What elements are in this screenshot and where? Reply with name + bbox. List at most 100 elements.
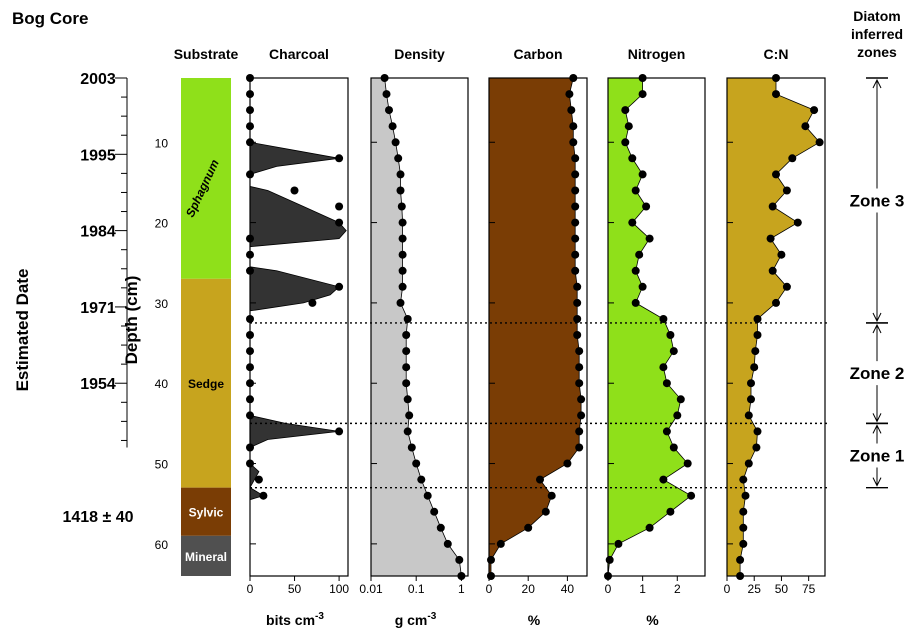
data-point bbox=[645, 234, 654, 243]
panel-frame bbox=[488, 77, 588, 577]
data-point bbox=[396, 298, 405, 307]
x-axis-label: % bbox=[646, 612, 659, 628]
data-point bbox=[487, 555, 495, 564]
x-tick-label: 0 bbox=[486, 582, 493, 596]
data-point bbox=[457, 572, 466, 580]
data-point bbox=[788, 154, 797, 163]
zone-label: Zone 3 bbox=[850, 191, 905, 210]
data-point bbox=[246, 266, 254, 275]
data-point bbox=[398, 282, 407, 291]
data-point bbox=[246, 74, 254, 82]
data-point bbox=[246, 347, 254, 356]
data-point bbox=[638, 170, 647, 179]
data-point bbox=[604, 572, 612, 580]
data-point bbox=[541, 507, 550, 516]
data-point bbox=[403, 395, 412, 404]
panel-density: 0.01 0.1 1 Density g cm-3 bbox=[359, 46, 469, 628]
data-point bbox=[487, 572, 495, 580]
data-point bbox=[666, 331, 675, 339]
data-point bbox=[496, 539, 505, 548]
data-point bbox=[423, 491, 432, 500]
x-tick-label: 75 bbox=[802, 582, 816, 596]
data-point bbox=[621, 106, 630, 115]
data-point bbox=[246, 106, 254, 115]
zone-label-bg bbox=[837, 444, 910, 467]
data-point bbox=[736, 555, 745, 564]
data-point bbox=[747, 395, 755, 404]
data-point bbox=[565, 90, 574, 99]
data-point bbox=[736, 572, 745, 580]
zone-label-bg bbox=[837, 362, 910, 385]
data-point bbox=[573, 298, 582, 307]
data-point bbox=[741, 491, 750, 500]
x-tick-label: 25 bbox=[748, 582, 762, 596]
x-tick-label: 40 bbox=[561, 582, 575, 596]
data-point bbox=[246, 122, 254, 131]
data-point bbox=[571, 250, 580, 259]
x-axis-label-text: % bbox=[646, 612, 659, 628]
data-point bbox=[573, 331, 582, 339]
data-point bbox=[772, 74, 780, 82]
data-point bbox=[801, 122, 810, 131]
depth-tick-label: 10 bbox=[155, 136, 169, 150]
x-axis-label-text: g cm bbox=[395, 612, 428, 628]
x-tick-label: 20 bbox=[522, 582, 536, 596]
x-tick-label: 50 bbox=[775, 582, 789, 596]
data-point bbox=[246, 90, 254, 99]
date-axis: 2003 1995 1984 1971 1954 1418 ± 40 bbox=[62, 71, 133, 526]
data-point bbox=[398, 250, 407, 259]
x-tick-label: 1 bbox=[639, 582, 646, 596]
panel-frame bbox=[370, 77, 469, 577]
panel-carbon: 0 20 40 Carbon% bbox=[486, 46, 588, 628]
estimated-date-label: Estimated Date bbox=[13, 269, 32, 392]
data-point bbox=[398, 234, 407, 243]
data-point bbox=[638, 282, 647, 291]
panel-title: Carbon bbox=[514, 46, 563, 62]
data-point bbox=[642, 202, 651, 211]
data-point bbox=[547, 491, 556, 500]
panel-frame bbox=[607, 77, 706, 577]
data-point bbox=[631, 266, 640, 275]
data-point bbox=[571, 186, 580, 195]
series-area bbox=[726, 77, 821, 577]
data-point bbox=[335, 427, 344, 436]
data-point bbox=[575, 427, 584, 436]
data-point bbox=[739, 507, 748, 516]
data-point bbox=[569, 138, 578, 147]
data-point bbox=[571, 202, 580, 211]
data-point bbox=[645, 523, 654, 532]
data-point bbox=[772, 170, 780, 179]
data-point bbox=[394, 154, 403, 163]
x-tick-label: 1 bbox=[458, 582, 465, 596]
panel-title: Nitrogen bbox=[628, 46, 686, 62]
depth-axis: 10 20 30 40 50 60 bbox=[155, 136, 169, 552]
x-axis-label-text: % bbox=[528, 612, 541, 628]
data-point bbox=[246, 379, 254, 388]
data-point bbox=[403, 315, 412, 323]
data-point bbox=[575, 347, 584, 356]
series-area bbox=[607, 77, 692, 577]
data-point bbox=[246, 459, 254, 468]
data-point bbox=[536, 475, 544, 484]
date-tick-label: 1984 bbox=[80, 224, 116, 241]
panel-title: Charcoal bbox=[269, 46, 329, 62]
series-area bbox=[249, 78, 347, 576]
data-point bbox=[396, 186, 405, 195]
zone-label-bg bbox=[837, 189, 910, 212]
data-point bbox=[662, 427, 671, 436]
x-tick-label: 100 bbox=[329, 582, 349, 596]
data-point bbox=[744, 411, 753, 420]
zone-arrowhead bbox=[872, 323, 882, 334]
substrate-unit-sphagnum bbox=[181, 78, 231, 279]
date-tick-label: 2003 bbox=[80, 71, 116, 88]
data-point bbox=[659, 363, 668, 372]
diatom-zones: Diatom inferred zones Zone 3 Zone 2 Zone 1 bbox=[837, 8, 910, 489]
data-point bbox=[430, 507, 439, 516]
data-point bbox=[455, 555, 464, 564]
data-point bbox=[563, 459, 572, 468]
x-axis-label-sup: -3 bbox=[427, 611, 436, 622]
data-point bbox=[246, 138, 254, 147]
data-point bbox=[669, 347, 678, 356]
zones-title-line: inferred bbox=[851, 26, 903, 42]
data-point bbox=[577, 395, 586, 404]
